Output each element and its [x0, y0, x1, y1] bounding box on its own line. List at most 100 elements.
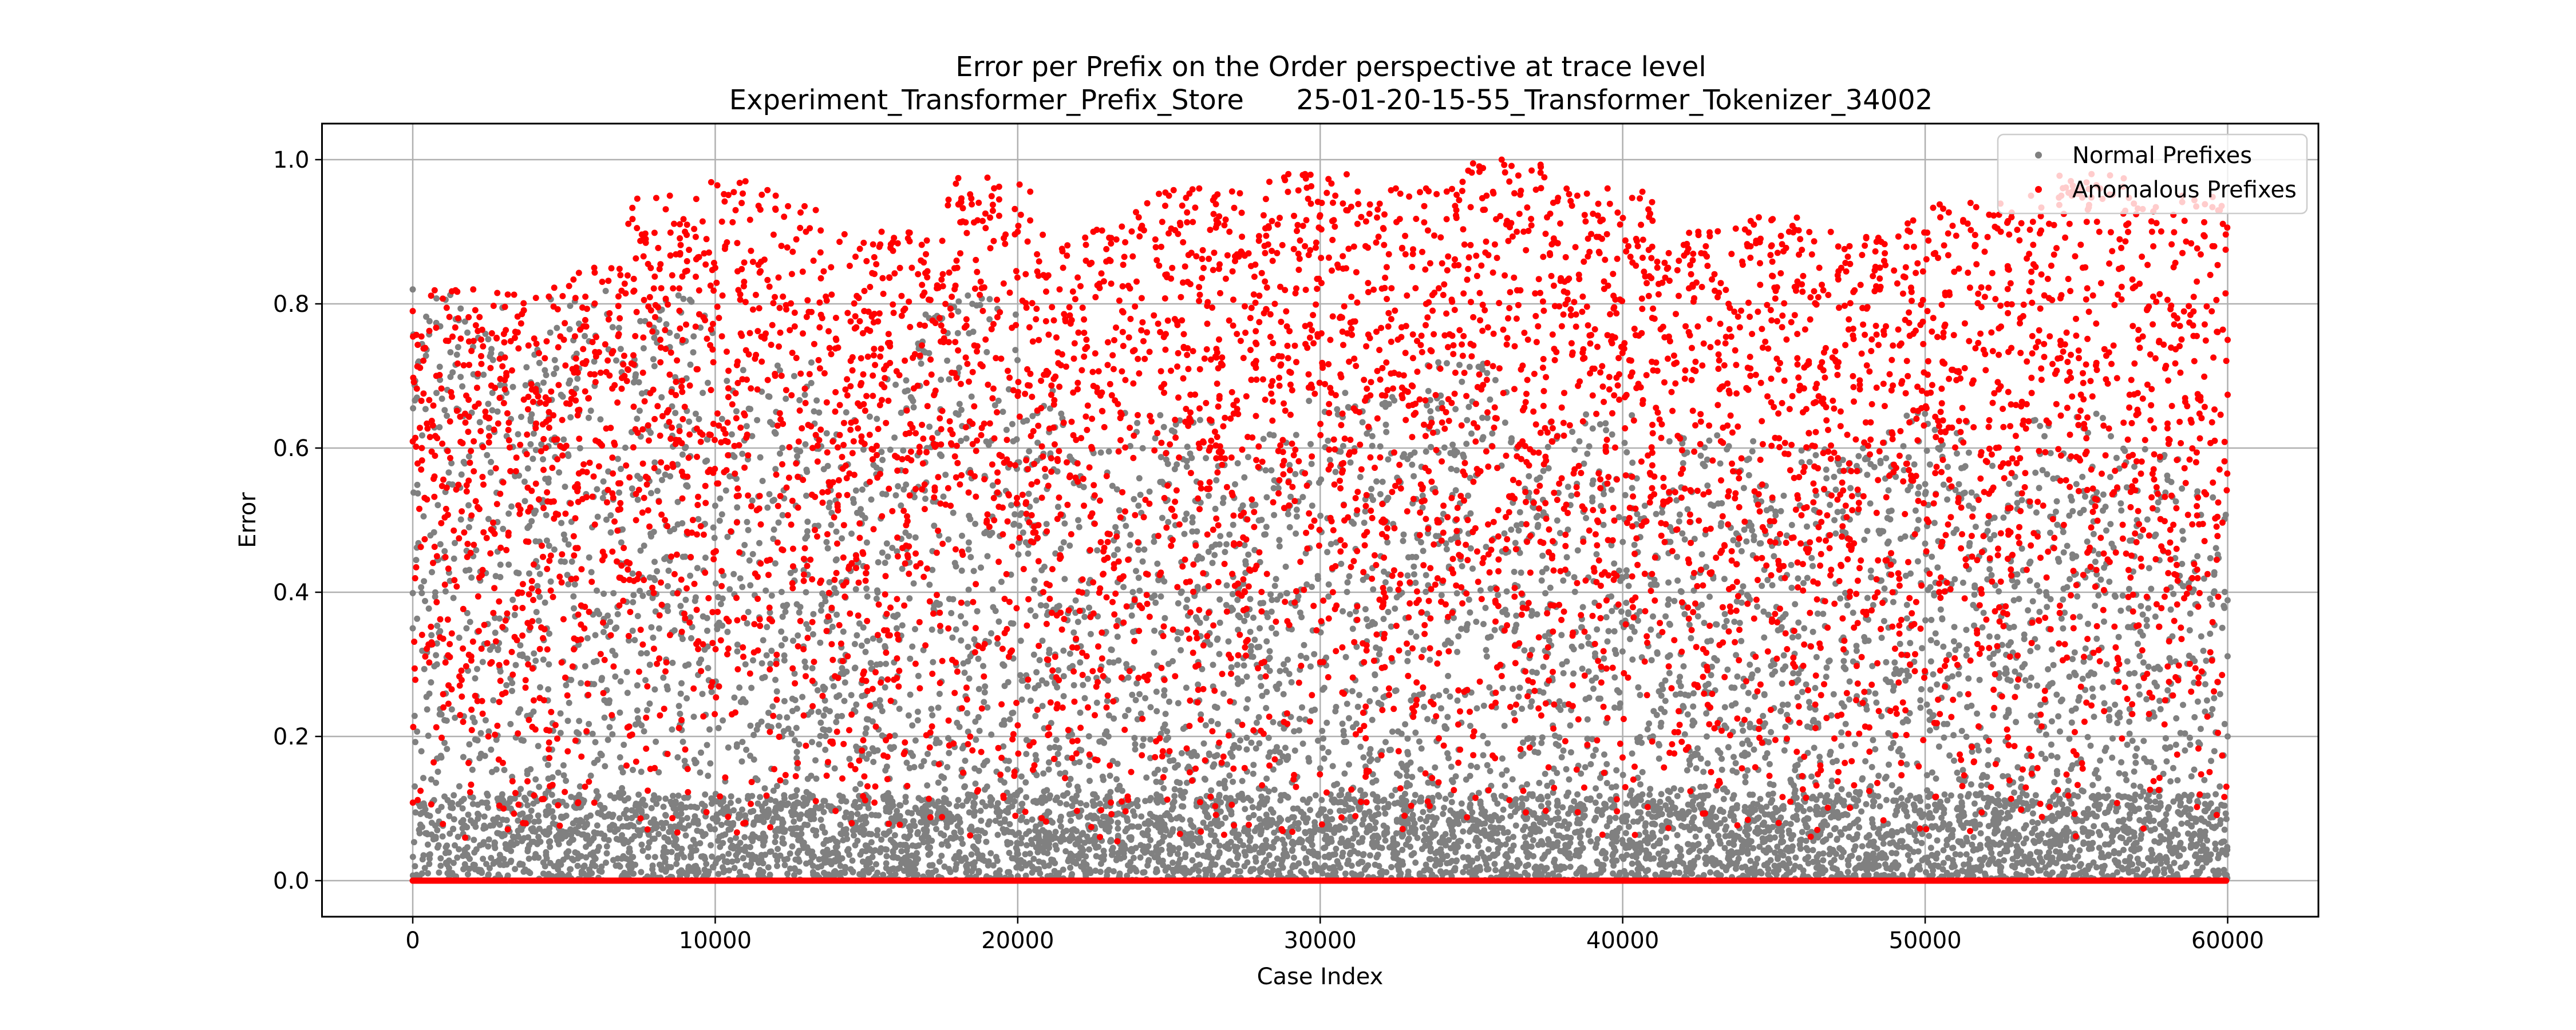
normal-prefix-point — [972, 781, 979, 787]
normal-prefix-point — [1697, 783, 1704, 790]
normal-prefix-point — [1635, 684, 1642, 691]
normal-prefix-point — [703, 861, 710, 867]
normal-prefix-point — [1023, 794, 1030, 801]
normal-prefix-point — [1005, 758, 1012, 764]
normal-prefix-point — [1959, 579, 1966, 586]
normal-prefix-point — [2113, 454, 2120, 461]
normal-prefix-point — [1957, 793, 1964, 800]
normal-prefix-point — [796, 397, 803, 403]
normal-prefix-point — [1665, 579, 1672, 586]
normal-prefix-point — [1405, 649, 1412, 656]
normal-prefix-point — [817, 732, 824, 739]
normal-prefix-point — [1674, 577, 1681, 584]
normal-prefix-point — [1216, 619, 1223, 626]
normal-prefix-point — [1018, 835, 1025, 841]
normal-prefix-point — [1060, 866, 1066, 873]
normal-prefix-point — [1175, 762, 1181, 768]
normal-prefix-point — [1442, 795, 1449, 802]
normal-prefix-point — [1863, 801, 1870, 807]
normal-prefix-point — [2124, 742, 2131, 748]
normal-prefix-point — [412, 739, 418, 746]
normal-prefix-point — [639, 847, 646, 854]
normal-prefix-point — [2177, 802, 2184, 809]
normal-prefix-point — [1666, 438, 1673, 445]
normal-prefix-point — [1811, 744, 1818, 751]
normal-prefix-point — [1603, 760, 1610, 767]
normal-prefix-point — [1307, 663, 1314, 670]
normal-prefix-point — [643, 707, 650, 714]
normal-prefix-point — [647, 490, 654, 497]
normal-prefix-point — [686, 418, 693, 425]
normal-prefix-point — [1496, 817, 1503, 824]
normal-prefix-point — [444, 746, 451, 752]
normal-prefix-point — [1189, 514, 1196, 521]
normal-prefix-point — [1609, 804, 1615, 811]
normal-prefix-point — [905, 712, 912, 719]
normal-prefix-point — [1282, 563, 1289, 570]
normal-prefix-point — [1295, 860, 1302, 867]
normal-prefix-point — [456, 635, 463, 641]
normal-prefix-point — [1917, 807, 1923, 814]
normal-prefix-point — [1985, 762, 1992, 768]
normal-prefix-point — [851, 641, 858, 647]
normal-prefix-point — [1718, 766, 1725, 773]
normal-prefix-point — [1837, 595, 1844, 602]
normal-prefix-point — [874, 589, 881, 596]
normal-prefix-point — [2140, 659, 2147, 666]
normal-prefix-point — [764, 624, 771, 631]
normal-prefix-point — [2036, 485, 2042, 492]
normal-prefix-point — [759, 478, 766, 484]
normal-prefix-point — [1547, 819, 1554, 826]
normal-prefix-point — [1236, 868, 1243, 875]
normal-prefix-point — [2051, 779, 2058, 786]
normal-prefix-point — [1988, 850, 1995, 857]
normal-prefix-point — [2036, 588, 2042, 595]
normal-prefix-point — [2170, 591, 2177, 597]
normal-prefix-point — [924, 751, 931, 757]
normal-prefix-point — [2131, 768, 2138, 775]
normal-prefix-point — [1896, 671, 1903, 677]
normal-prefix-point — [809, 739, 815, 746]
normal-prefix-point — [1114, 633, 1121, 640]
normal-prefix-point — [1972, 524, 1979, 530]
normal-prefix-point — [1023, 818, 1030, 825]
normal-prefix-point — [704, 627, 710, 634]
normal-prefix-point — [1033, 497, 1040, 504]
normal-prefix-point — [758, 660, 765, 667]
normal-prefix-point — [1853, 647, 1860, 654]
normal-prefix-point — [1933, 775, 1939, 782]
normal-prefix-point — [1223, 541, 1230, 548]
normal-prefix-point — [1888, 850, 1895, 857]
normal-prefix-point — [1482, 604, 1489, 611]
normal-prefix-point — [426, 813, 433, 819]
normal-prefix-point — [1838, 743, 1845, 750]
normal-prefix-point — [1989, 462, 1996, 469]
normal-prefix-point — [1681, 536, 1688, 543]
normal-prefix-point — [2148, 585, 2155, 592]
normal-prefix-point — [1963, 627, 1970, 633]
normal-prefix-point — [607, 529, 614, 536]
normal-prefix-point — [2163, 811, 2170, 818]
normal-prefix-point — [1808, 554, 1815, 561]
normal-prefix-point — [2005, 826, 2012, 833]
normal-prefix-point — [535, 854, 542, 861]
normal-prefix-point — [1455, 633, 1462, 640]
normal-prefix-point — [2146, 798, 2153, 805]
normal-prefix-point — [942, 786, 949, 793]
normal-prefix-point — [951, 560, 958, 566]
normal-prefix-point — [1388, 863, 1395, 870]
normal-prefix-point — [1008, 620, 1014, 627]
normal-prefix-point — [632, 374, 639, 381]
normal-prefix-point — [1456, 362, 1463, 369]
normal-prefix-point — [1867, 500, 1874, 507]
normal-prefix-point — [829, 623, 836, 630]
normal-prefix-point — [1392, 605, 1398, 612]
normal-prefix-point — [778, 642, 785, 649]
normal-prefix-point — [702, 554, 709, 561]
normal-prefix-point — [631, 637, 638, 644]
normal-prefix-point — [2137, 533, 2144, 540]
normal-prefix-point — [1189, 528, 1196, 535]
normal-prefix-point — [1030, 651, 1037, 658]
normal-prefix-point — [2221, 720, 2228, 727]
normal-prefix-point — [718, 415, 725, 422]
